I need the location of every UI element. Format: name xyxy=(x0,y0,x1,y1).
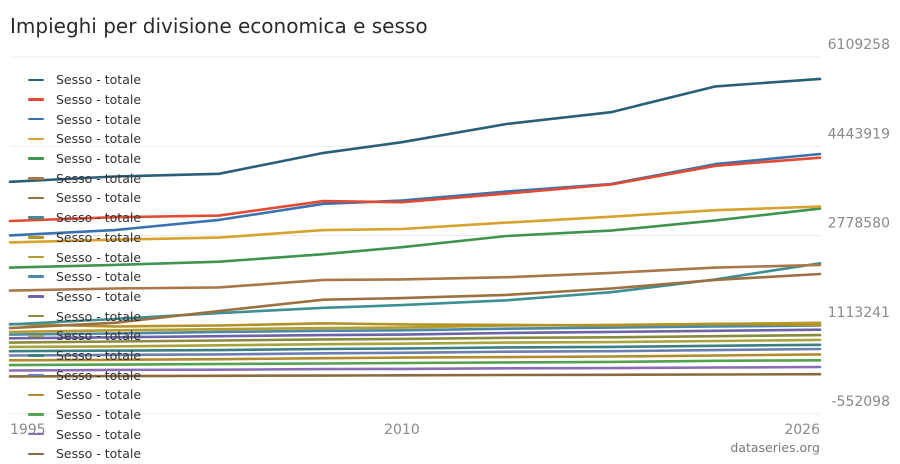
chart-title: Impieghi per divisione economica e sesso xyxy=(10,14,428,38)
legend-label: Sesso - totale xyxy=(56,170,142,186)
source-label: dataseries.org xyxy=(730,440,820,455)
series-line xyxy=(8,156,822,223)
legend-swatch xyxy=(28,334,44,338)
legend-item: Sesso - totale xyxy=(28,109,141,129)
legend-label: Sesso - totale xyxy=(56,407,142,423)
legend-swatch xyxy=(28,413,44,416)
x-tick-label: 2026 xyxy=(784,422,820,438)
legend-item: Sesso - totale xyxy=(28,326,141,346)
legend-item: Sesso - totale xyxy=(28,385,141,405)
legend-item: Sesso - totale xyxy=(28,424,141,444)
x-tick-label: 2010 xyxy=(384,422,420,438)
legend-swatch xyxy=(28,255,44,259)
legend-swatch xyxy=(28,314,44,318)
legend-item: Sesso - totale xyxy=(28,444,141,464)
series-line xyxy=(8,272,822,330)
legend-label: Sesso - totale xyxy=(56,111,142,127)
legend-item: Sesso - totale xyxy=(28,149,141,169)
y-tick-label: 6109258 xyxy=(828,37,890,53)
legend-swatch xyxy=(28,236,44,239)
legend-item: Sesso - totale xyxy=(28,287,141,307)
series-line xyxy=(8,207,822,269)
series-line xyxy=(8,365,822,372)
legend-swatch xyxy=(28,157,44,160)
legend-label: Sesso - totale xyxy=(56,347,142,363)
y-tick-label: -552098 xyxy=(832,394,891,410)
legend-item: Sesso - totale xyxy=(28,188,141,208)
series-line xyxy=(8,322,822,328)
legend-swatch xyxy=(28,137,44,141)
legend-label: Sesso - totale xyxy=(56,190,142,206)
legend-swatch xyxy=(28,117,44,121)
legend-label: Sesso - totale xyxy=(56,131,142,147)
series-line xyxy=(8,343,822,353)
legend-item: Sesso - totale xyxy=(28,129,141,149)
series-line xyxy=(8,205,822,244)
legend-label: Sesso - totale xyxy=(56,426,142,442)
series-line xyxy=(8,347,822,357)
legend-item: Sesso - totale xyxy=(28,306,141,326)
legend-swatch xyxy=(28,275,44,278)
legend-label: Sesso - totale xyxy=(56,92,142,108)
legend-item: Sesso - totale xyxy=(28,346,141,366)
legend-swatch xyxy=(28,216,44,219)
series-line xyxy=(8,77,822,184)
legend-item: Sesso - totale xyxy=(28,405,141,425)
legend-item: Sesso - totale xyxy=(28,70,141,90)
series-line xyxy=(8,338,822,349)
legend-label: Sesso - totale xyxy=(56,367,142,383)
series-line xyxy=(8,359,822,367)
legend-swatch xyxy=(28,177,44,180)
legend-label: Sesso - totale xyxy=(56,269,142,285)
series-line xyxy=(8,263,822,292)
y-tick-label: 1113241 xyxy=(828,305,890,321)
legend-swatch xyxy=(28,373,44,377)
legend-item: Sesso - totale xyxy=(28,228,141,248)
legend-swatch xyxy=(28,295,44,298)
legend-swatch xyxy=(28,78,44,82)
legend-item: Sesso - totale xyxy=(28,168,141,188)
legend-label: Sesso - totale xyxy=(56,249,142,265)
series-line xyxy=(8,333,822,344)
chart-legend: Sesso - totale Sesso - totale Sesso - tota… xyxy=(28,70,141,464)
series-line xyxy=(8,328,822,340)
legend-item: Sesso - totale xyxy=(28,365,141,385)
legend-label: Sesso - totale xyxy=(56,288,142,304)
legend-swatch xyxy=(28,393,44,397)
legend-swatch xyxy=(28,196,44,200)
legend-item: Sesso - totale xyxy=(28,90,141,110)
legend-swatch xyxy=(28,452,44,456)
legend-label: Sesso - totale xyxy=(56,210,142,226)
legend-swatch xyxy=(28,354,44,357)
legend-label: Sesso - totale xyxy=(56,446,142,462)
legend-item: Sesso - totale xyxy=(28,247,141,267)
series-line xyxy=(8,324,822,336)
y-tick-label: 4443919 xyxy=(828,126,890,142)
series-line xyxy=(8,372,822,378)
legend-swatch xyxy=(28,98,44,101)
series-lines xyxy=(8,77,822,378)
series-line xyxy=(8,353,822,362)
legend-item: Sesso - totale xyxy=(28,208,141,228)
legend-label: Sesso - totale xyxy=(56,328,142,344)
y-tick-label: 2778580 xyxy=(828,216,890,232)
legend-label: Sesso - totale xyxy=(56,229,142,245)
legend-item: Sesso - totale xyxy=(28,267,141,287)
legend-label: Sesso - totale xyxy=(56,151,142,167)
legend-label: Sesso - totale xyxy=(56,72,142,88)
legend-label: Sesso - totale xyxy=(56,387,142,403)
legend-swatch xyxy=(28,432,44,436)
legend-label: Sesso - totale xyxy=(56,308,142,324)
